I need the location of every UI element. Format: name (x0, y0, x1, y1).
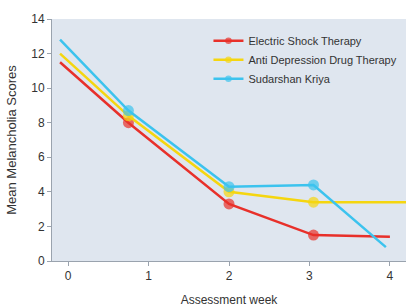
svg-text:10: 10 (31, 81, 45, 95)
svg-text:14: 14 (31, 12, 45, 26)
svg-text:1: 1 (145, 269, 152, 283)
svg-text:12: 12 (31, 47, 45, 61)
svg-text:4: 4 (387, 269, 394, 283)
svg-text:3: 3 (306, 269, 313, 283)
svg-text:Mean Melancholia Scores: Mean Melancholia Scores (4, 65, 19, 215)
svg-text:4: 4 (38, 185, 45, 199)
svg-text:Sudarshan Kriya: Sudarshan Kriya (248, 73, 330, 85)
svg-text:2: 2 (38, 220, 45, 234)
svg-text:Electric Shock Therapy: Electric Shock Therapy (248, 35, 361, 47)
svg-text:0: 0 (38, 254, 45, 268)
svg-text:Assessment week: Assessment week (181, 293, 279, 307)
svg-text:Anti Depression Drug Therapy: Anti Depression Drug Therapy (248, 54, 396, 66)
svg-text:0: 0 (65, 269, 72, 283)
svg-text:2: 2 (226, 269, 233, 283)
svg-text:6: 6 (38, 150, 45, 164)
svg-text:8: 8 (38, 116, 45, 130)
